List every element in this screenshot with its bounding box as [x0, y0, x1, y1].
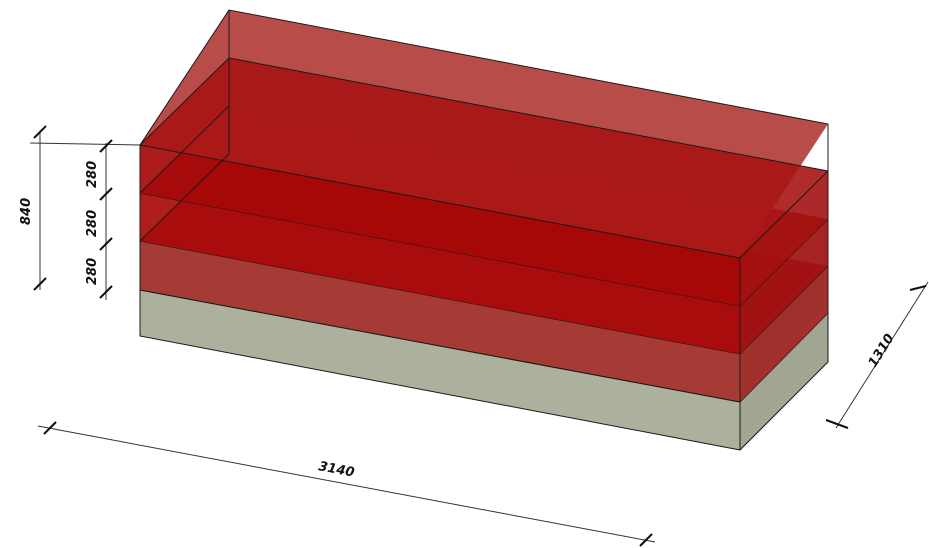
layer-3-right-face [740, 266, 828, 402]
dimension-length [37, 421, 656, 547]
layer-2-front-face [140, 193, 740, 354]
dim-length-label: 3140 [317, 459, 355, 480]
dimension-total-height [29, 125, 141, 291]
dim-3140-tick-left [43, 421, 57, 435]
base-right-face [740, 313, 828, 450]
dim-280-tick-3 [99, 237, 113, 251]
layer-3-front-bottom [139, 289, 741, 403]
base-front-face [140, 290, 740, 450]
layer-1-top-diag [139, 57, 230, 146]
dim-280-tick-1 [99, 139, 113, 153]
dim-total-height-label: 840 [19, 198, 34, 225]
dim-840-ext-top [29, 142, 141, 146]
dim-layer-3-height-label: 280 [85, 258, 100, 285]
dim-840-tick-bottom [33, 277, 47, 291]
dim-1310-line [835, 281, 929, 429]
layer-1-top-cap [140, 58, 828, 258]
dimension-width [825, 281, 929, 429]
layer-1-right-face [740, 171, 828, 306]
layer-1-upper-edges [139, 9, 829, 362]
dim-280-tick-2 [99, 187, 113, 201]
dim-280-tick-4 [99, 285, 113, 299]
dim-3140-line [37, 425, 656, 543]
dim-layer-2-height-label: 280 [85, 210, 100, 237]
layer-2-right-face [740, 219, 828, 354]
layer-3-front-face [140, 241, 740, 402]
dim-1310-tick-top [909, 285, 927, 291]
dim-3140-tick-right [639, 533, 653, 547]
layer-1-inner-diag [139, 105, 230, 194]
dim-840-tick-top [33, 125, 47, 139]
layer-1-inner-diag-2 [139, 153, 230, 242]
dimension-layer-heights [99, 139, 113, 300]
layer-1-front-face [140, 145, 740, 306]
dim-layer-1-height-label: 280 [85, 161, 100, 188]
dim-width-label: 1310 [866, 331, 898, 370]
layer-1-box [139, 9, 829, 362]
layer-1-top-back-edge [228, 57, 829, 172]
dim-1310-tick-bottom [825, 419, 849, 429]
